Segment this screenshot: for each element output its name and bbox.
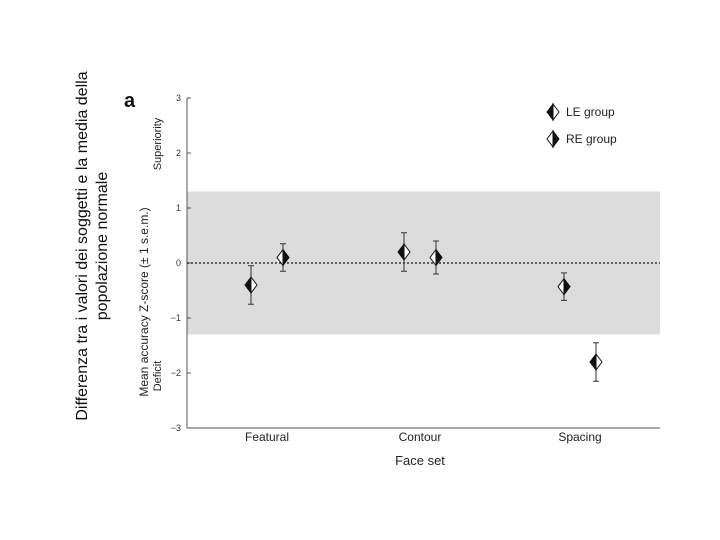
marker-left-half: [589, 352, 597, 372]
marker-right-half: [552, 129, 560, 149]
re-group-contour-point: [429, 240, 443, 275]
data-marker: [429, 248, 443, 267]
data-marker: [557, 277, 571, 297]
x-tick-label: Spacing: [558, 430, 601, 444]
y-axis-deficit-label: Deficit: [152, 361, 164, 392]
y-tick-label: 1: [176, 203, 181, 213]
x-tick-label: Contour: [399, 430, 442, 444]
legend-marker: [546, 129, 560, 149]
y-tick-label: 0: [176, 258, 181, 268]
x-tick-label: Featural: [245, 430, 289, 444]
y-tick-label: 3: [176, 93, 181, 103]
y-tick-label: −1: [171, 313, 181, 323]
legend-marker: [546, 102, 560, 122]
legend-label: RE group: [566, 132, 617, 146]
le-group-featural-point: [244, 265, 258, 305]
marker-right-half: [403, 242, 411, 262]
re-group-featural-point: [276, 243, 290, 272]
x-axis-label: Face set: [395, 453, 445, 468]
data-marker: [397, 242, 411, 262]
marker-right-half: [435, 248, 443, 267]
marker-right-half: [282, 248, 290, 267]
re-group-spacing-point: [557, 272, 571, 301]
marker-right-half: [595, 352, 603, 372]
y-axis-label: Mean accuracy Z-score (± 1 s.e.m.): [137, 207, 151, 396]
y-axis-superiority-label: Superiority: [152, 117, 164, 170]
data-marker: [244, 275, 258, 295]
y-tick-label: −3: [171, 423, 181, 433]
data-marker: [589, 352, 603, 372]
marker-left-half: [546, 129, 554, 149]
legend-label: LE group: [566, 105, 615, 119]
marker-right-half: [552, 102, 560, 122]
marker-right-half: [563, 277, 571, 297]
data-marker: [276, 248, 290, 267]
legend-item-re-group: RE group: [546, 129, 617, 149]
panel-label: a: [124, 90, 136, 112]
marker-left-half: [546, 102, 554, 122]
y-tick-label: −2: [171, 368, 181, 378]
legend-item-le-group: LE group: [546, 102, 615, 122]
le-group-spacing-point: [589, 342, 603, 382]
marker-right-half: [250, 275, 258, 295]
le-group-contour-point: [397, 232, 411, 272]
y-tick-label: 2: [176, 148, 181, 158]
